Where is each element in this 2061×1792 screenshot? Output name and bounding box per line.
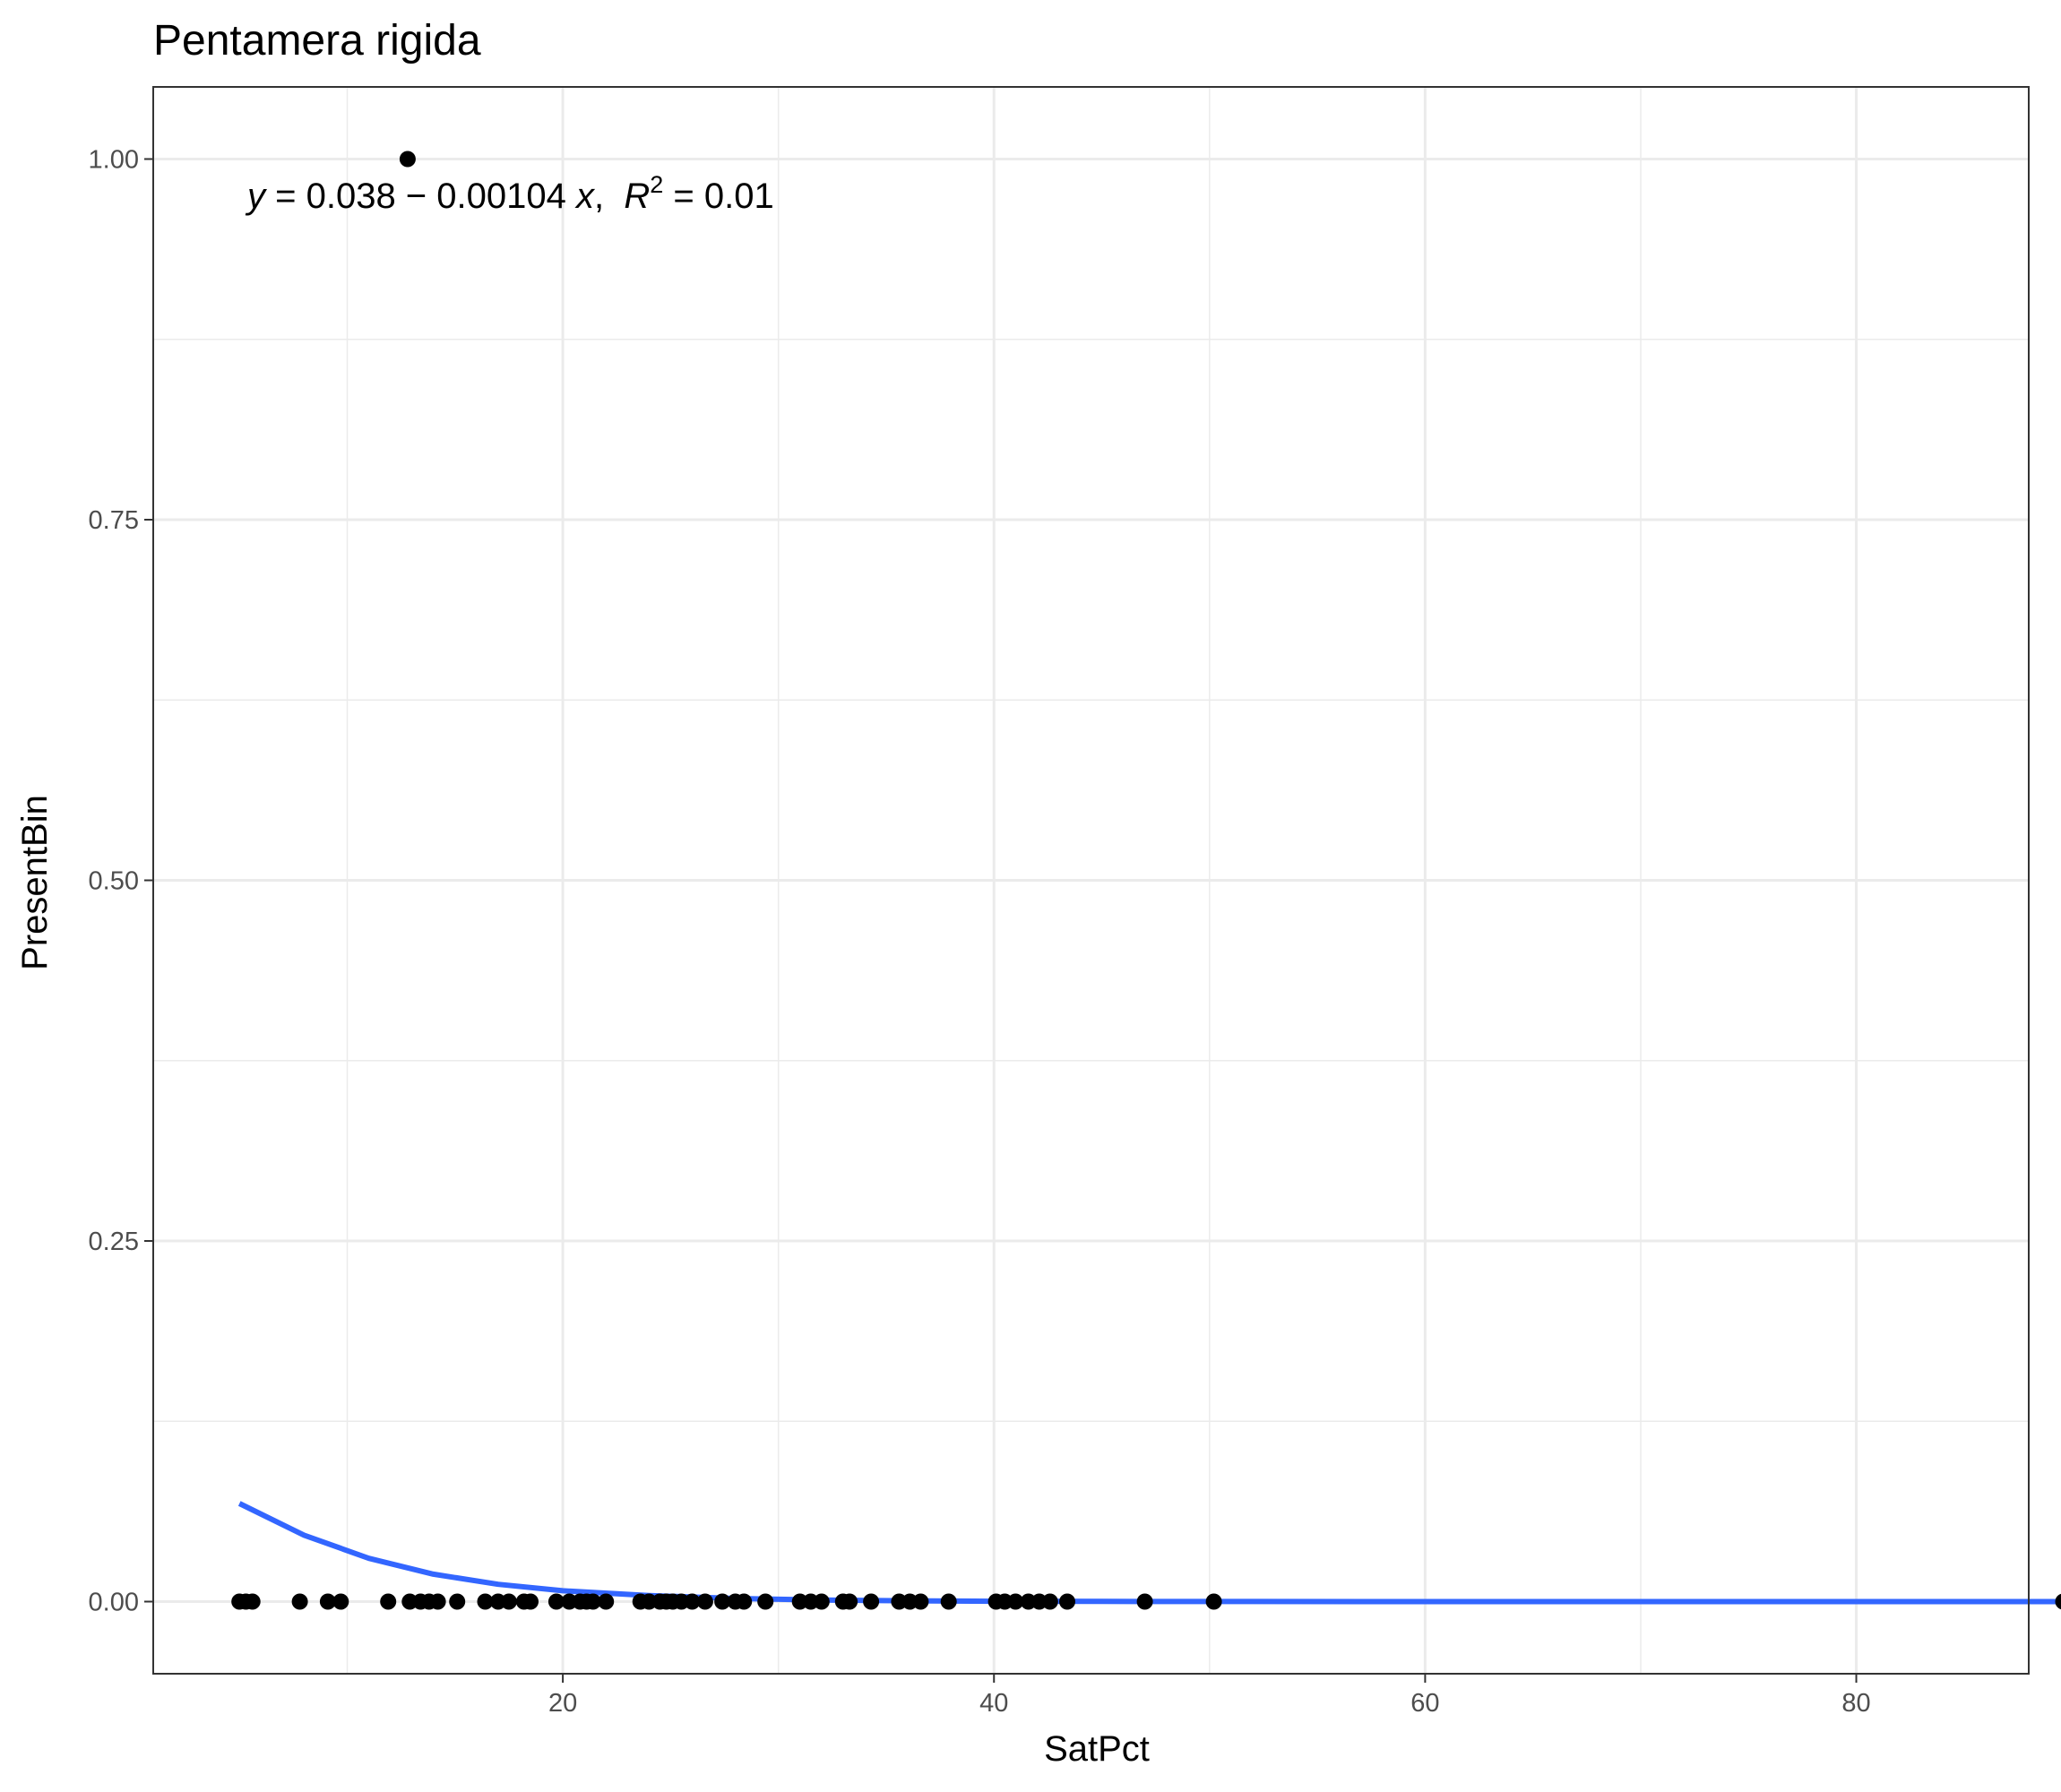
grid-major — [153, 87, 2029, 1674]
fit-line — [237, 1501, 2061, 1605]
y-tick-label: 0.50 — [89, 867, 139, 896]
data-point — [1041, 1593, 1058, 1610]
data-point — [736, 1593, 753, 1610]
equation-r-var: R — [624, 177, 650, 216]
equation-x-var: x — [574, 177, 596, 216]
data-point — [380, 1593, 397, 1610]
points-layer — [231, 151, 2061, 1610]
data-point — [714, 1593, 731, 1610]
equation-body: = 0.038 − 0.00104 — [265, 177, 576, 216]
data-point — [332, 1593, 349, 1610]
x-tick-label: 20 — [548, 1689, 577, 1718]
y-axis-title: PresentBin — [15, 795, 55, 970]
regression-equation: y = 0.038 − 0.00104 x, R2 = 0.01 — [245, 171, 774, 216]
equation-r-value: = 0.01 — [663, 177, 773, 216]
x-axis: 20 40 60 80 — [548, 1674, 1871, 1718]
data-point — [1007, 1593, 1024, 1610]
grid-minor — [153, 87, 2029, 1674]
data-point — [319, 1593, 336, 1610]
x-tick-label: 40 — [979, 1689, 1008, 1718]
data-point — [912, 1593, 929, 1610]
data-point — [584, 1593, 601, 1610]
equation-r-superscript: 2 — [650, 171, 663, 198]
data-point — [1136, 1593, 1153, 1610]
data-point — [757, 1593, 774, 1610]
data-point — [399, 151, 416, 168]
x-tick-label: 60 — [1410, 1689, 1439, 1718]
fit-line-layer — [237, 1501, 2061, 1605]
data-point — [696, 1593, 713, 1610]
data-point — [1205, 1593, 1222, 1610]
data-point — [548, 1593, 565, 1610]
x-axis-title: SatPct — [1044, 1729, 1150, 1769]
equation-separator: , — [594, 177, 624, 216]
data-point — [684, 1593, 701, 1610]
data-point — [429, 1593, 446, 1610]
y-tick-label: 0.75 — [89, 506, 139, 535]
chart-title: Pentamera rigida — [153, 17, 481, 65]
y-tick-label: 0.00 — [89, 1589, 139, 1617]
data-point — [522, 1593, 539, 1610]
data-point — [598, 1593, 615, 1610]
y-tick-label: 0.25 — [89, 1228, 139, 1256]
data-point — [2055, 1593, 2061, 1610]
equation-y-var: y — [245, 177, 268, 216]
y-tick-label: 1.00 — [89, 146, 139, 175]
y-axis: 0.00 0.25 0.50 0.75 1.00 — [89, 146, 153, 1617]
data-point — [940, 1593, 957, 1610]
x-tick-label: 80 — [1841, 1689, 1870, 1718]
data-point — [291, 1593, 308, 1610]
data-point — [500, 1593, 517, 1610]
data-point — [477, 1593, 494, 1610]
data-point — [449, 1593, 466, 1610]
data-point — [1059, 1593, 1075, 1610]
data-point — [244, 1593, 261, 1610]
data-point — [813, 1593, 830, 1610]
data-point — [863, 1593, 880, 1610]
data-point — [841, 1593, 858, 1610]
